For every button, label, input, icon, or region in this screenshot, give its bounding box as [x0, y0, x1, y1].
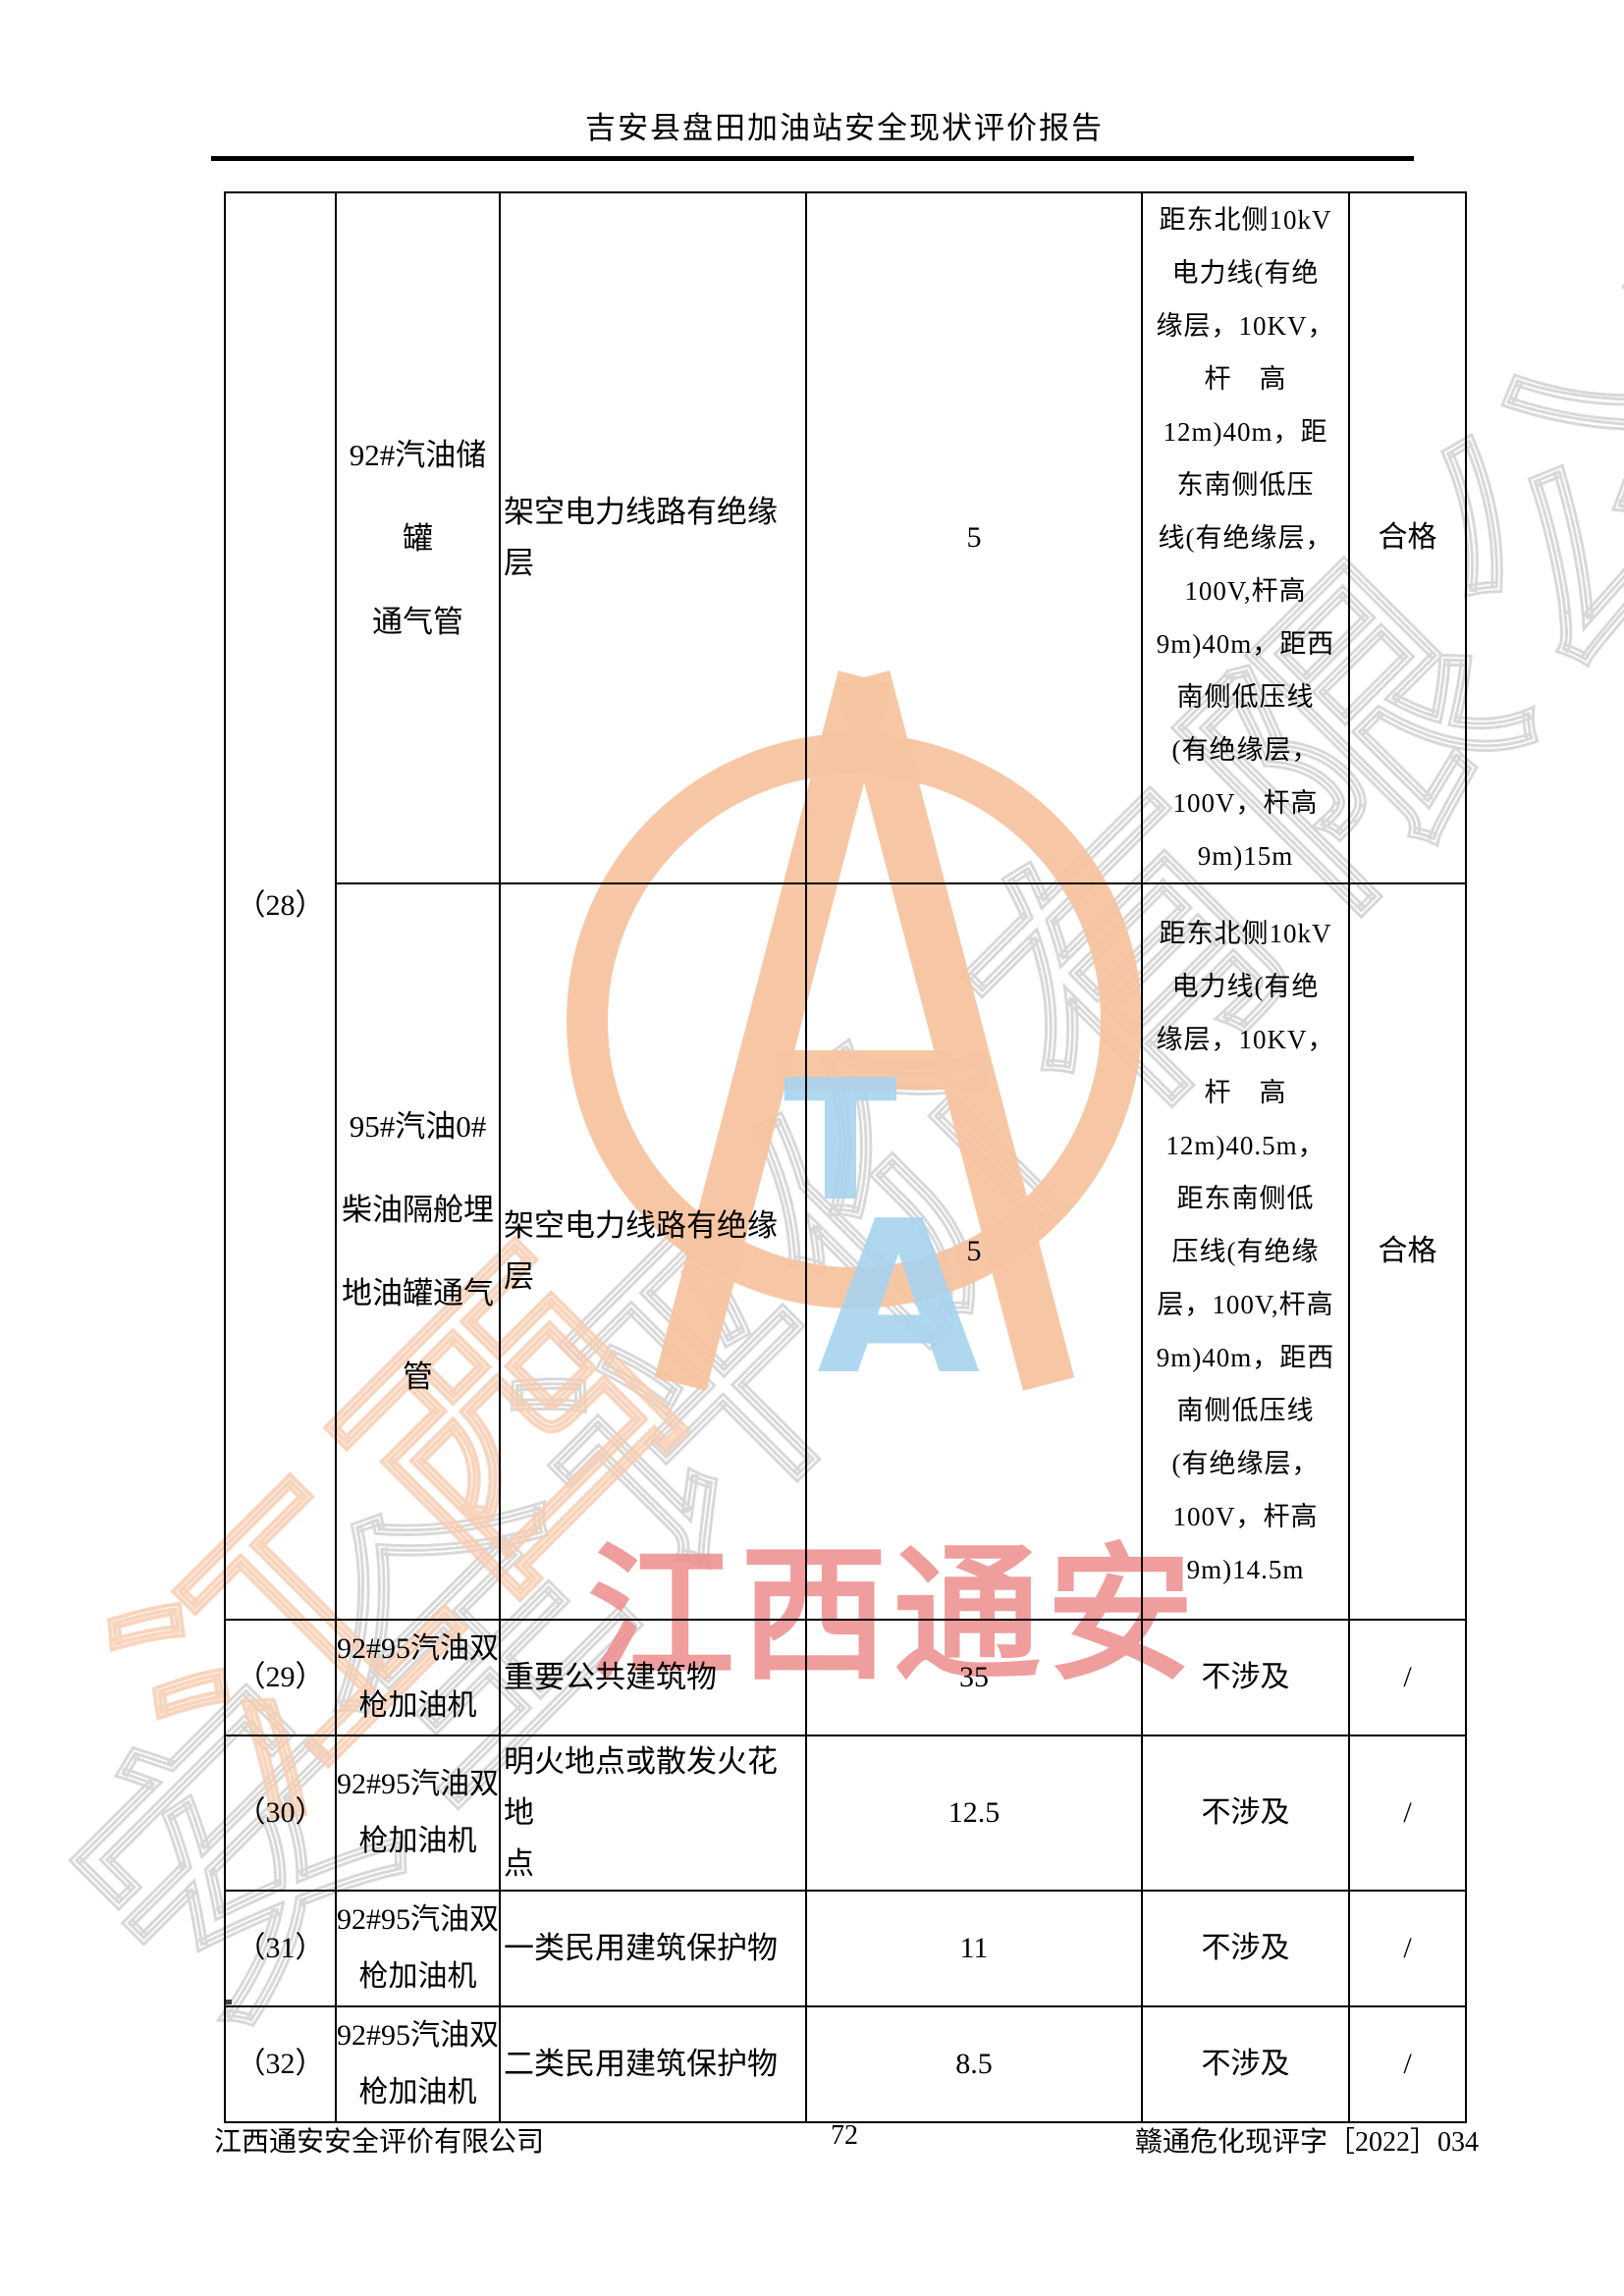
table-row-32: （32） 92#95汽油双 枪加油机 二类民用建筑保护物 8.5 不涉及 / [224, 2005, 1467, 2123]
table-row-31: （31） 92#95汽油双 枪加油机 一类民用建筑保护物 11 不涉及 / [224, 1890, 1467, 2007]
cell-serial-31: （31） [224, 1890, 337, 2007]
cell-result-32: / [1348, 2005, 1467, 2123]
cell-object-28a: 架空电力线路有绝缘层 [499, 191, 807, 884]
cell-standard-28a: 5 [805, 191, 1143, 884]
cell-measured-28a: 距东北侧10kV 电力线(有绝 缘层，10KV， 杆 高 12m)40m，距 东… [1141, 191, 1350, 884]
cell-result-30: / [1348, 1735, 1467, 1892]
cell-measured-32: 不涉及 [1141, 2005, 1350, 2123]
cell-serial-28: （28） [224, 191, 337, 1621]
cell-serial-29: （29） [224, 1619, 337, 1736]
footer-company-name: 江西通安安全评价有限公司 [214, 2127, 545, 2158]
cell-item-32: 92#95汽油双 枪加油机 [335, 2005, 501, 2123]
cell-standard-29: 35 [805, 1619, 1143, 1736]
cell-result-29: / [1348, 1619, 1467, 1736]
cell-object-28b: 架空电力线路有绝缘层 [499, 882, 807, 1621]
cell-serial-30: （30） [224, 1735, 337, 1892]
table-row-28a: （28） 92#汽油储罐 通气管 架空电力线路有绝缘层 5 距东北侧10kV 电… [224, 191, 1467, 1621]
cell-item-31: 92#95汽油双 枪加油机 [335, 1890, 501, 2007]
footer-page-number: 72 [831, 2120, 858, 2151]
cell-standard-30: 12.5 [805, 1735, 1143, 1892]
cell-object-31: 一类民用建筑保护物 [499, 1890, 807, 2007]
cell-standard-28b: 5 [805, 882, 1143, 1621]
evaluation-table: （28） 92#汽油储罐 通气管 架空电力线路有绝缘层 5 距东北侧10kV 电… [224, 191, 1467, 2123]
print-speck [226, 2000, 232, 2004]
cell-standard-31: 11 [805, 1890, 1143, 2007]
cell-item-29: 92#95汽油双 枪加油机 [335, 1619, 501, 1736]
cell-item-30: 92#95汽油双 枪加油机 [335, 1735, 501, 1892]
cell-item-28a: 92#汽油储罐 通气管 [335, 191, 501, 884]
cell-measured-28b: 距东北侧10kV 电力线(有绝 缘层，10KV， 杆 高 12m)40.5m， … [1141, 882, 1350, 1621]
cell-object-29: 重要公共建筑物 [499, 1619, 807, 1736]
cell-standard-32: 8.5 [805, 2005, 1143, 2123]
header-rule [211, 156, 1414, 161]
cell-object-30: 明火地点或散发火花地 点 [499, 1735, 807, 1892]
cell-measured-30: 不涉及 [1141, 1735, 1350, 1892]
cell-measured-31: 不涉及 [1141, 1890, 1350, 2007]
footer-document-number: 赣通危化现评字［2022］034 [1134, 2127, 1479, 2158]
cell-result-31: / [1348, 1890, 1467, 2007]
page-footer: 江西通安安全评价有限公司 72 赣通危化现评字［2022］034 [214, 2120, 1479, 2158]
cell-item-28b: 95#汽油0# 柴油隔舱埋 地油罐通气 管 [335, 882, 501, 1621]
cell-object-32: 二类民用建筑保护物 [499, 2005, 807, 2123]
cell-result-28a: 合格 [1348, 191, 1467, 884]
table-row-30: （30） 92#95汽油双 枪加油机 明火地点或散发火花地 点 12.5 不涉及… [224, 1735, 1467, 1892]
table-row-29: （29） 92#95汽油双 枪加油机 重要公共建筑物 35 不涉及 / [224, 1619, 1467, 1736]
page-header-title: 吉安县盘田加油站安全现状评价报告 [585, 111, 1104, 145]
cell-result-28b: 合格 [1348, 882, 1467, 1621]
cell-measured-29: 不涉及 [1141, 1619, 1350, 1736]
cell-serial-32: （32） [224, 2005, 337, 2123]
table-row-28b: 95#汽油0# 柴油隔舱埋 地油罐通气 管 架空电力线路有绝缘层 5 距东北侧1… [225, 882, 1467, 1621]
